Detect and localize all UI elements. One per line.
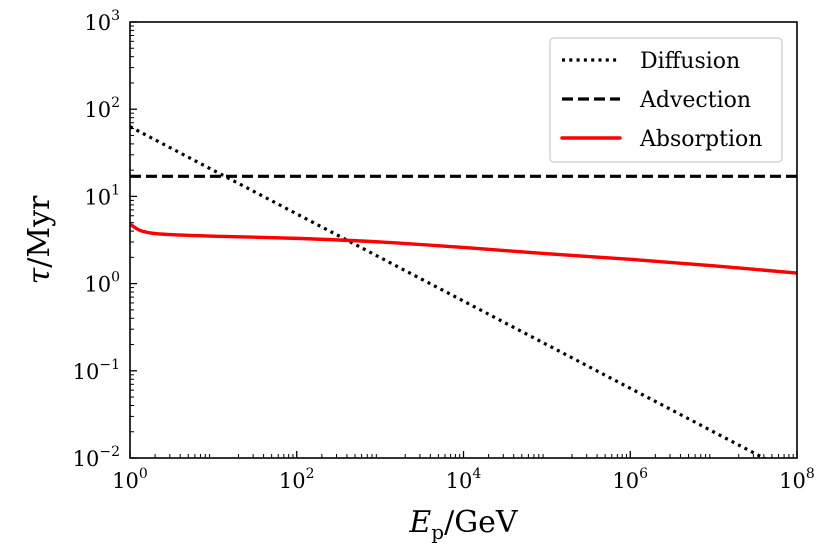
x-tick-label: 100: [112, 466, 148, 493]
legend-box: [549, 37, 783, 163]
legend-label-diffusion: Diffusion: [640, 49, 740, 74]
series-diffusion-line: [130, 125, 767, 458]
x-tick-label-base: 10: [279, 469, 306, 493]
x-tick-label: 102: [279, 466, 315, 493]
y-tick-label-exp: −1: [99, 357, 120, 373]
y-axis-label-rest: /Myr: [22, 195, 57, 268]
x-axis-label-rest: /GeV: [444, 505, 519, 540]
y-tick-label-base: 10: [73, 360, 100, 384]
x-tick-label-exp: 4: [472, 466, 481, 482]
legend-label-absorption: Absorption: [639, 127, 762, 152]
x-tick-label: 104: [446, 466, 482, 493]
y-tick-label-base: 10: [73, 447, 100, 471]
y-tick-label: 10−1: [73, 357, 120, 384]
y-tick-label: 103: [84, 8, 120, 35]
y-tick-label: 102: [84, 95, 120, 122]
x-tick-label: 106: [612, 466, 648, 493]
x-axis-label-sub: p: [431, 520, 444, 544]
y-tick-label-exp: 3: [111, 8, 120, 24]
y-tick-label-base: 10: [84, 11, 111, 35]
x-axis-label: Ep/GeV: [408, 505, 519, 544]
legend-label-advection: Advection: [639, 88, 751, 113]
y-tick-label-base: 10: [84, 98, 111, 122]
y-tick-label: 101: [84, 182, 120, 209]
y-axis-label: τ/Myr: [22, 195, 57, 284]
y-tick-label-base: 10: [84, 185, 111, 209]
x-tick-label-base: 10: [112, 469, 139, 493]
x-tick-label-exp: 8: [806, 466, 815, 482]
x-tick-label-base: 10: [779, 469, 806, 493]
y-tick-label-exp: 1: [111, 182, 120, 198]
x-tick-label-exp: 6: [639, 466, 648, 482]
y-tick-label-base: 10: [84, 273, 111, 297]
x-tick-label: 108: [779, 466, 815, 493]
x-tick-label-base: 10: [446, 469, 473, 493]
legend: Diffusion Advection Absorption: [549, 37, 783, 163]
y-tick-label: 10−2: [73, 444, 120, 471]
y-tick-label-exp: 0: [111, 270, 120, 286]
y-tick-label-exp: 2: [111, 95, 120, 111]
y-tick-label: 100: [84, 270, 120, 297]
x-tick-label-exp: 2: [306, 466, 315, 482]
y-tick-label-exp: −2: [99, 444, 120, 460]
x-tick-label-base: 10: [612, 469, 639, 493]
x-axis-label-main: E: [408, 505, 431, 540]
plot-frame: [129, 21, 798, 459]
plot-area: [130, 125, 797, 458]
x-tick-label-exp: 0: [139, 466, 148, 482]
y-axis-label-main: τ: [22, 267, 57, 284]
series-absorption-line: [130, 222, 797, 275]
